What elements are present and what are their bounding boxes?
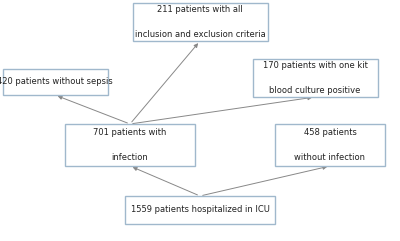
- Text: 1559 patients hospitalized in ICU: 1559 patients hospitalized in ICU: [130, 206, 270, 214]
- FancyBboxPatch shape: [275, 124, 385, 166]
- FancyBboxPatch shape: [252, 59, 378, 97]
- FancyBboxPatch shape: [65, 124, 195, 166]
- Text: 420 patients without sepsis: 420 patients without sepsis: [0, 78, 113, 87]
- Text: 170 patients with one kit

blood culture positive: 170 patients with one kit blood culture …: [262, 61, 368, 95]
- Text: 701 patients with

infection: 701 patients with infection: [93, 128, 167, 162]
- Text: 211 patients with all

inclusion and exclusion criteria: 211 patients with all inclusion and excl…: [135, 5, 265, 39]
- FancyBboxPatch shape: [2, 69, 108, 95]
- FancyBboxPatch shape: [132, 3, 268, 41]
- FancyBboxPatch shape: [125, 196, 275, 224]
- Text: 458 patients

without infection: 458 patients without infection: [294, 128, 366, 162]
